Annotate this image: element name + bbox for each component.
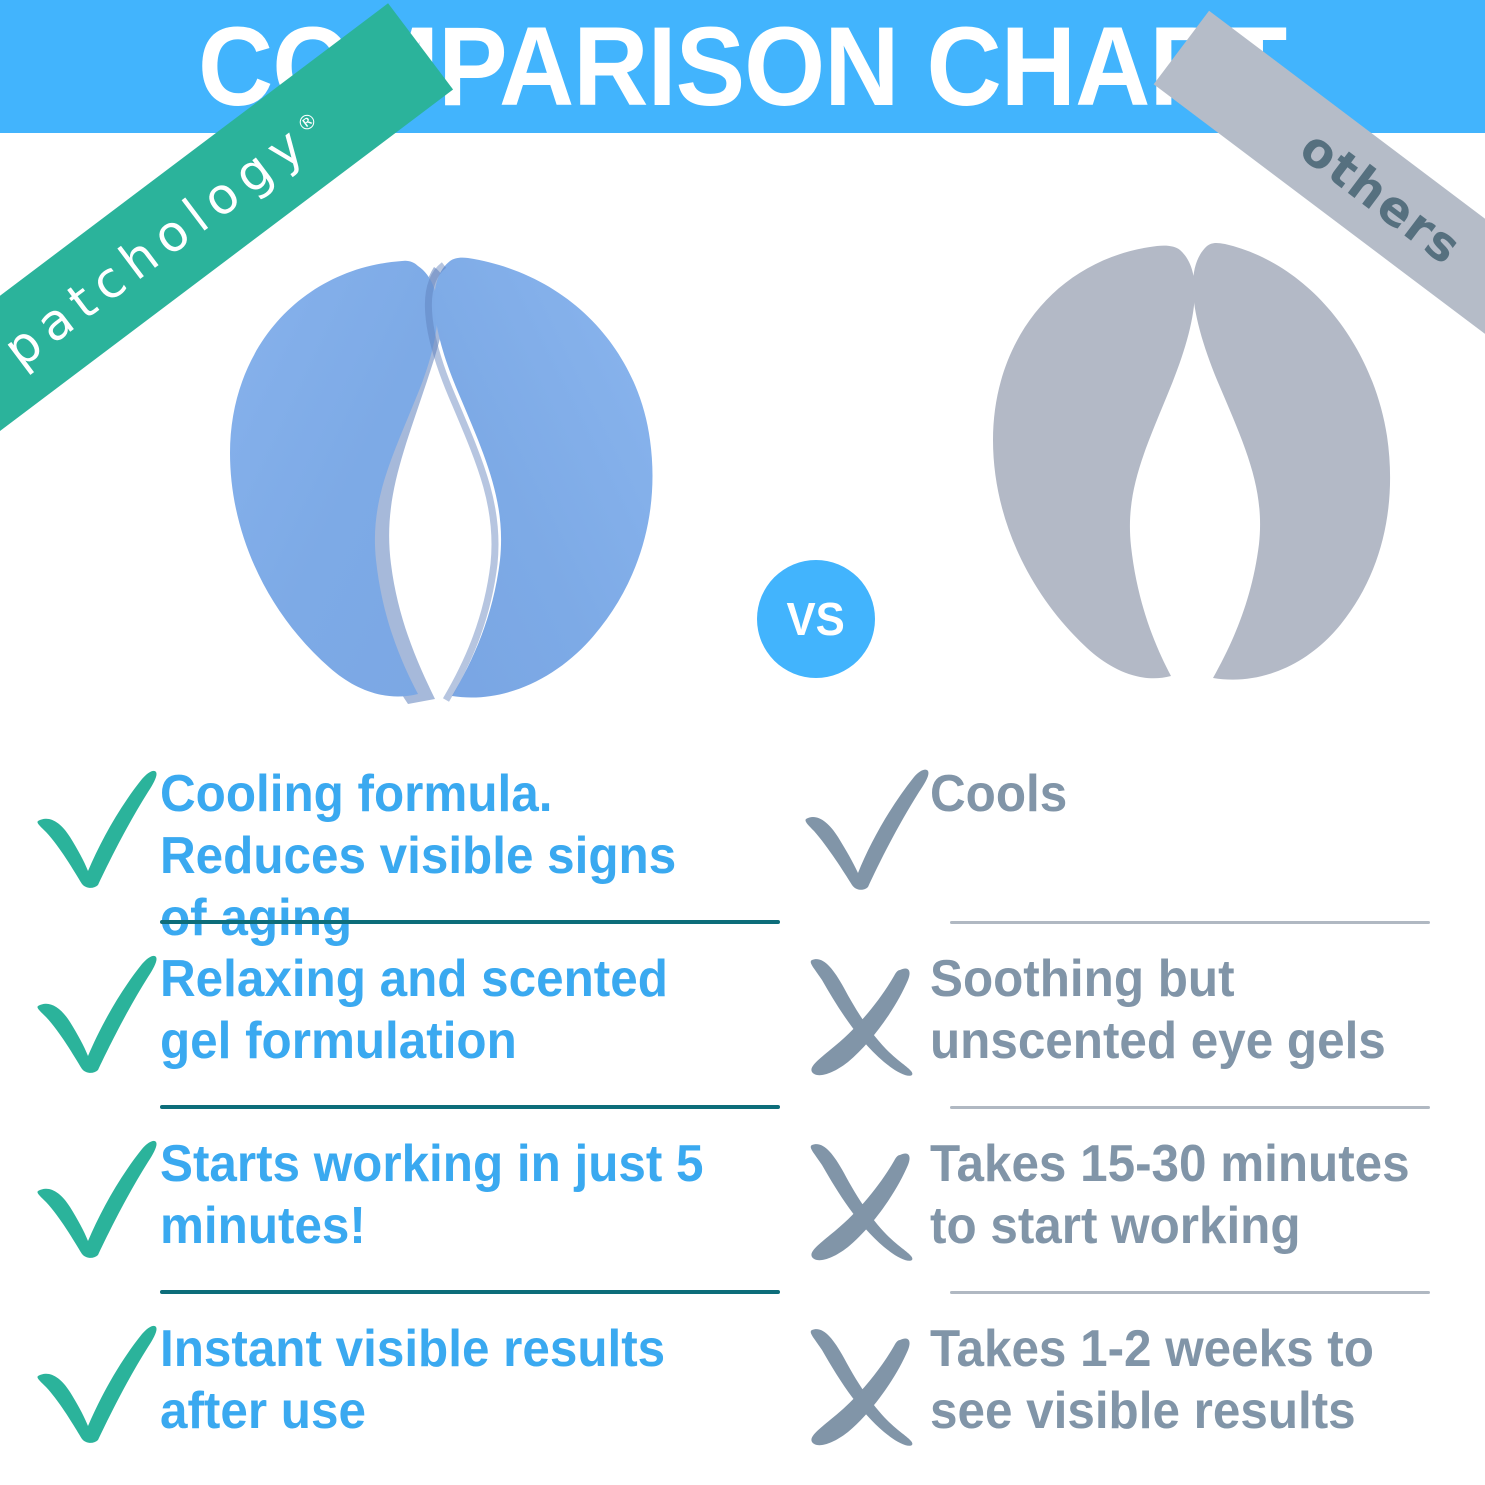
competitor-row-2: Soothing but unscented eye gels	[800, 930, 1485, 1115]
competitor-row-4-label: Takes 1-2 weeks to see visible results	[930, 1320, 1374, 1440]
check-icon	[30, 950, 160, 1075]
vs-badge: VS	[757, 560, 875, 678]
brand-row-4-text-wrap: Instant visible results after use	[160, 1300, 790, 1442]
brand-product-image	[150, 228, 720, 728]
brand-patch-right	[434, 257, 653, 698]
comparison-grid: Cooling formula. Reduces visible signs o…	[0, 745, 1485, 1485]
brand-divider-1	[160, 920, 780, 924]
brand-row-3-label: Starts working in just 5 minutes!	[160, 1135, 704, 1255]
competitor-divider-1	[950, 921, 1430, 924]
competitor-row-3-text-wrap: Takes 15-30 minutes to start working	[930, 1115, 1485, 1257]
competitor-row-1: Cools	[800, 745, 1485, 930]
brand-row-2-label: Relaxing and scented gel formulation	[160, 950, 668, 1070]
competitor-patch-right	[1192, 242, 1391, 680]
brand-row-2-text-wrap: Relaxing and scented gel formulation	[160, 930, 790, 1072]
competitor-row-2-label: Soothing but unscented eye gels	[930, 950, 1386, 1070]
brand-divider-2	[160, 1105, 780, 1109]
cross-icon	[800, 952, 930, 1077]
competitor-row-4-text-wrap: Takes 1-2 weeks to see visible results	[930, 1300, 1485, 1442]
competitor-row-4: Takes 1-2 weeks to see visible results	[800, 1300, 1485, 1485]
product-comparison-area: VS	[0, 133, 1485, 753]
competitor-divider-2	[950, 1106, 1430, 1109]
competitor-product-image	[945, 228, 1395, 708]
competitor-divider-3	[950, 1291, 1430, 1294]
check-icon	[30, 765, 160, 890]
cross-icon	[800, 1322, 930, 1447]
brand-row-3-text-wrap: Starts working in just 5 minutes!	[160, 1115, 790, 1257]
competitor-patch-left	[993, 245, 1195, 679]
brand-row-4: Instant visible results after use	[30, 1300, 790, 1485]
competitor-column: Cools Soothing but unscented eye gels	[790, 745, 1485, 1485]
check-icon	[800, 767, 930, 892]
brand-row-2: Relaxing and scented gel formulation	[30, 930, 790, 1115]
brand-row-4-label: Instant visible results after use	[160, 1320, 666, 1440]
brand-divider-3	[160, 1290, 780, 1294]
competitor-row-2-text-wrap: Soothing but unscented eye gels	[930, 930, 1485, 1072]
brand-row-1: Cooling formula. Reduces visible signs o…	[30, 745, 790, 947]
competitor-row-1-text-wrap: Cools	[930, 745, 1485, 825]
cross-icon	[800, 1137, 930, 1262]
competitor-row-3-label: Takes 15-30 minutes to start working	[930, 1135, 1410, 1255]
competitor-row-3: Takes 15-30 minutes to start working	[800, 1115, 1485, 1300]
check-icon	[30, 1320, 160, 1445]
competitor-row-1-label: Cools	[930, 765, 1068, 823]
brand-column: Cooling formula. Reduces visible signs o…	[0, 745, 790, 1485]
brand-patch-left	[230, 260, 438, 697]
check-icon	[30, 1135, 160, 1260]
brand-row-1-text-wrap: Cooling formula. Reduces visible signs o…	[160, 745, 790, 949]
vs-label: VS	[786, 593, 846, 645]
brand-row-3: Starts working in just 5 minutes!	[30, 1115, 790, 1300]
brand-row-1-label: Cooling formula. Reduces visible signs o…	[160, 765, 677, 947]
